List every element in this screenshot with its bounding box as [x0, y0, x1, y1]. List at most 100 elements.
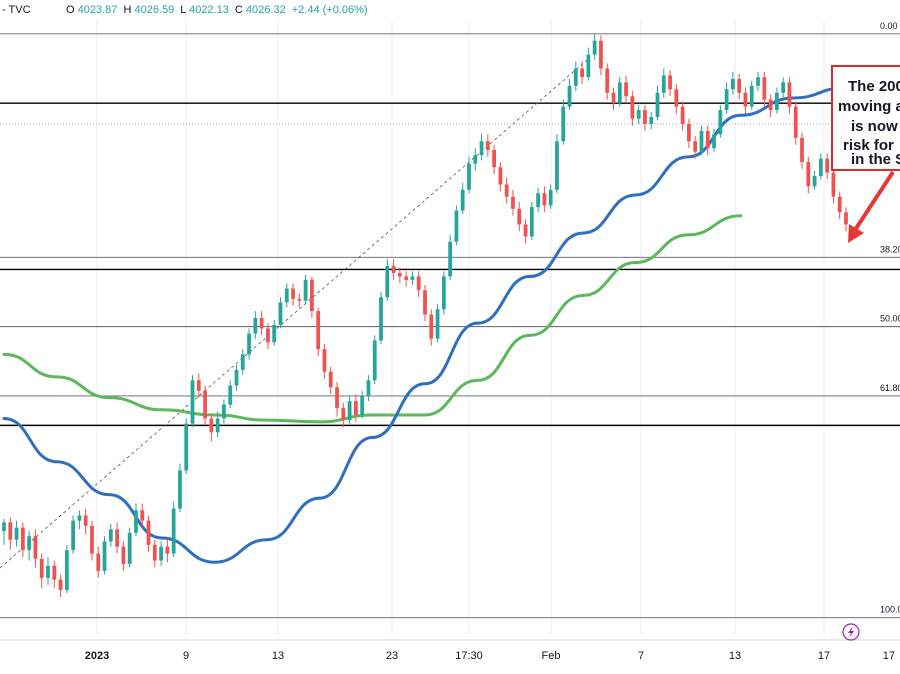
- candle-body-96: [605, 68, 610, 93]
- candle-body-112: [705, 130, 710, 149]
- candle-body-80: [504, 184, 509, 197]
- candle-body-81: [511, 196, 515, 209]
- candle-body-82: [517, 208, 522, 225]
- x-tick-0: 2023: [85, 650, 109, 662]
- candle-body-21: [134, 510, 138, 533]
- candle-body-47: [297, 298, 302, 301]
- annotation-line-4: risk for: [843, 137, 894, 154]
- candle-body-118: [743, 92, 748, 107]
- candle-body-102: [643, 110, 647, 124]
- candle-body-46: [291, 288, 295, 299]
- x-tick-4: 17:30: [455, 650, 483, 662]
- symbol-label: - TVC: [2, 4, 31, 16]
- candle-body-42: [266, 328, 270, 343]
- candle-body-67: [423, 290, 427, 315]
- x-tick-1: 9: [183, 650, 189, 662]
- candle-body-68: [429, 314, 434, 339]
- ohlc-key-open: O: [66, 4, 75, 16]
- x-tick-9: 17: [883, 650, 895, 662]
- candle-body-122: [768, 99, 773, 111]
- lightning-icon[interactable]: [842, 623, 860, 641]
- candle-body-106: [668, 75, 672, 90]
- annotation-arrow-shaft: [853, 170, 895, 232]
- candle-body-43: [272, 324, 277, 343]
- candle-body-74: [467, 163, 471, 190]
- candle-body-24: [152, 544, 157, 561]
- candle-body-2: [14, 527, 19, 540]
- candle-body-62: [391, 266, 396, 273]
- candle-body-119: [749, 85, 754, 107]
- annotation-box: [831, 65, 900, 171]
- candle-body-18: [115, 529, 119, 547]
- candle-body-114: [718, 110, 723, 135]
- ohlc-key-close: C: [235, 4, 243, 16]
- candle-body-60: [379, 297, 383, 341]
- ohlc-value-low: 4022.13: [189, 4, 229, 16]
- annotation: The 200 moving a is now risk for in the …: [831, 65, 900, 243]
- fib-labels: 0.00 38.20 50.00 61.80 100.00: [880, 21, 900, 615]
- candle-body-85: [536, 193, 540, 208]
- x-tick-5: Feb: [542, 650, 561, 662]
- candle-body-134: [844, 212, 848, 225]
- candle-body-38: [240, 354, 245, 370]
- candle-body-65: [410, 276, 415, 280]
- candle-body-14: [90, 525, 94, 554]
- candle-body-26: [165, 546, 170, 554]
- candle-body-3: [20, 527, 25, 551]
- candle-body-121: [762, 77, 767, 100]
- candle-body-36: [228, 385, 233, 405]
- candle-body-113: [712, 134, 716, 149]
- candle-body-63: [397, 272, 402, 277]
- candle-body-19: [121, 546, 126, 564]
- x-tick-3: 23: [386, 650, 398, 662]
- candle-body-84: [529, 207, 534, 237]
- candle-body-1: [8, 522, 13, 540]
- candle-body-97: [611, 92, 616, 104]
- candle-body-32: [203, 390, 207, 419]
- candle-body-105: [661, 75, 666, 93]
- candle-body-4: [27, 536, 32, 551]
- candle-body-128: [806, 162, 811, 187]
- ohlc-key-low: L: [180, 4, 186, 16]
- candle-body-133: [837, 196, 842, 213]
- candle-body-31: [196, 380, 201, 391]
- candle-body-27: [171, 508, 176, 554]
- candle-body-48: [303, 279, 308, 301]
- candle-body-16: [102, 541, 107, 571]
- annotation-line-2: moving a: [838, 98, 900, 115]
- candle-body-99: [624, 82, 628, 97]
- candle-body-73: [460, 189, 465, 211]
- candle-body-92: [580, 68, 584, 78]
- ohlc-readout: O 4023.87 H 4026.59 L 4022.13 C 4026.32 …: [66, 4, 368, 16]
- candle-body-78: [492, 149, 497, 168]
- x-tick-6: 7: [638, 650, 644, 662]
- ma200-line: [2, 214, 743, 424]
- candle-body-117: [737, 78, 742, 93]
- candle-body-52: [328, 371, 333, 388]
- annotation-arrow-head: [848, 224, 864, 243]
- candle-body-71: [448, 241, 453, 277]
- candle-body-91: [573, 68, 578, 86]
- fib-label-4: 100.00: [880, 605, 900, 615]
- candle-body-124: [781, 82, 786, 93]
- candle-body-53: [335, 387, 339, 409]
- candle-body-39: [247, 333, 251, 355]
- candle-body-131: [825, 158, 830, 173]
- candle-body-6: [39, 558, 44, 578]
- candle-body-33: [209, 418, 214, 433]
- candle-body-69: [435, 309, 440, 339]
- candle-body-107: [674, 89, 679, 107]
- x-tick-2: 13: [272, 650, 284, 662]
- candle-body-56: [353, 401, 358, 415]
- candle-body-55: [347, 401, 352, 421]
- candle-body-58: [366, 380, 371, 396]
- ma200-path: [2, 214, 743, 424]
- candle-body-10: [64, 550, 69, 590]
- candle-body-95: [599, 40, 603, 69]
- ohlc-change: +2.44 (+0.06%): [292, 4, 368, 16]
- candle-body-86: [542, 193, 547, 206]
- ohlc-value-open: 4023.87: [78, 4, 118, 16]
- candle-body-61: [385, 266, 390, 298]
